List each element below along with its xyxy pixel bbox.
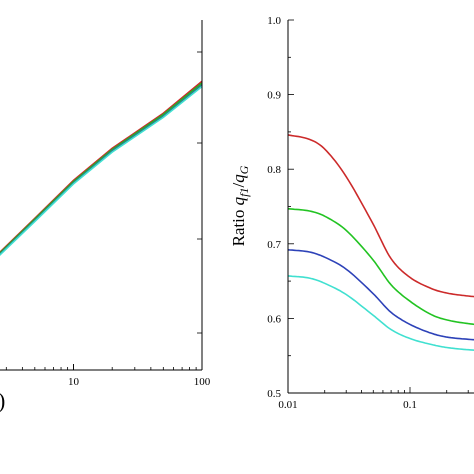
- right-y-axis-title: Ratio qf1/qG: [229, 165, 251, 246]
- left-series-line-3: [0, 84, 203, 256]
- ylabel-q2: q: [229, 174, 248, 183]
- left-x-axis-title-fragment: ): [0, 388, 5, 413]
- ylabel-q1: q: [229, 196, 248, 205]
- right-y-tick-label: 0.5: [267, 388, 281, 400]
- right-ticks-group: 0.5 0.6 0.7 0.8 0.9 1.0 0.01 0.1: [267, 15, 469, 411]
- right-series-line-2: [287, 207, 474, 326]
- left-ticks-group: 10 100: [5, 51, 211, 388]
- left-series-group: [0, 80, 203, 256]
- left-x-tick-label: 100: [194, 376, 211, 388]
- right-y-tick-label: 0.6: [267, 313, 281, 325]
- right-series-group: [287, 134, 474, 351]
- left-series-line-2: [0, 82, 203, 255]
- right-series-line-3: [287, 249, 474, 341]
- right-series-line-1: [287, 134, 474, 298]
- right-y-tick-label: 1.0: [267, 15, 281, 27]
- left-series-line-1: [0, 80, 203, 254]
- right-y-tick-label: 0.8: [267, 164, 281, 176]
- left-x-tick-label: 10: [68, 376, 80, 388]
- ylabel-slash: /: [229, 182, 248, 187]
- right-series-line-4: [287, 275, 474, 351]
- left-series-line-4: [0, 85, 203, 256]
- left-chart: 10 100 ): [0, 20, 211, 413]
- right-chart: 0.50.60.70.80.91.00.01 0.1 Ratio qf1/qG: [229, 15, 474, 411]
- right-x-tick-label: 0.01: [278, 399, 297, 411]
- right-y-tick-label: 0.9: [267, 90, 281, 102]
- right-x-tick-label: 0.1: [403, 399, 417, 411]
- ylabel-prefix: Ratio: [229, 205, 248, 246]
- ylabel-sub2: G: [237, 165, 251, 174]
- ylabel-sub1: f1: [237, 187, 251, 196]
- right-y-tick-label: 0.7: [267, 239, 281, 251]
